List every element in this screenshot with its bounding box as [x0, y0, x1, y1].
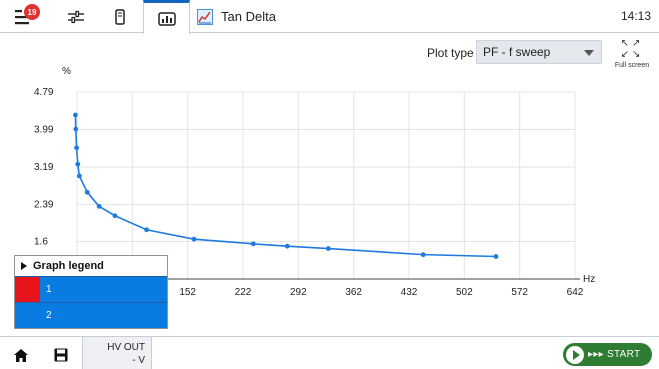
- legend-item[interactable]: 2: [15, 302, 167, 328]
- legend-swatch: [15, 277, 40, 302]
- clock: 14:13: [620, 9, 651, 23]
- bar-chart-icon: [157, 11, 176, 26]
- save-button[interactable]: [48, 343, 74, 367]
- x-tick-label: 642: [567, 287, 584, 298]
- top-bar: 19: [0, 0, 659, 34]
- legend-header[interactable]: Graph legend: [15, 256, 167, 276]
- data-point: [284, 243, 290, 249]
- start-button[interactable]: ▸▸▸ START: [563, 343, 652, 366]
- x-tick-label: 432: [401, 287, 418, 298]
- legend-title: Graph legend: [33, 260, 104, 272]
- x-tick-label: 222: [235, 287, 252, 298]
- y-tick-label: 3.99: [34, 124, 54, 135]
- tab-tan-delta[interactable]: Tan Delta: [191, 0, 471, 33]
- data-point: [325, 246, 331, 251]
- home-button[interactable]: [8, 343, 34, 367]
- y-tick-label: 1.6: [34, 237, 48, 248]
- hv-out-value: - V: [132, 355, 145, 366]
- legend-item[interactable]: 1: [15, 276, 167, 302]
- data-point: [76, 173, 82, 179]
- tab-device[interactable]: [100, 0, 140, 33]
- sliders-icon: [68, 10, 84, 23]
- bottom-bar: HV OUT - V ▸▸▸ START: [0, 336, 659, 369]
- x-tick-label: 152: [179, 287, 196, 298]
- plot-type-value: PF - f sweep: [483, 45, 551, 59]
- x-tick-label: 502: [456, 287, 473, 298]
- y-tick-label: 3.19: [34, 162, 54, 173]
- series-line: [74, 114, 496, 258]
- data-point: [112, 213, 118, 219]
- y-tick-label: 4.79: [34, 87, 54, 98]
- plot-type-select[interactable]: PF - f sweep: [476, 40, 602, 64]
- home-icon: [14, 348, 28, 362]
- play-icon: [566, 345, 584, 364]
- chevron-down-icon: [584, 50, 594, 56]
- data-point: [191, 236, 197, 242]
- expand-triangle-icon: [21, 262, 27, 270]
- test-title: Tan Delta: [221, 9, 276, 24]
- data-point: [493, 254, 499, 259]
- y-axis-label: %: [62, 66, 71, 77]
- legend-item-label: 2: [46, 310, 52, 321]
- expand-icon: ↖↗ ↙↘: [620, 38, 644, 60]
- data-point: [250, 241, 256, 247]
- data-point: [96, 203, 102, 209]
- legend-swatch: [15, 303, 40, 328]
- fullscreen-label: Full screen: [614, 62, 650, 69]
- data-point: [73, 126, 79, 132]
- start-label: ▸▸▸ START: [588, 349, 641, 360]
- fullscreen-button[interactable]: ↖↗ ↙↘ Full screen: [610, 38, 654, 80]
- data-point: [420, 252, 426, 258]
- tab-chart[interactable]: [143, 0, 190, 34]
- hv-out-display: HV OUT - V: [82, 337, 152, 369]
- device-icon: [115, 8, 125, 25]
- x-axis-label: Hz: [583, 274, 595, 285]
- menu-button[interactable]: 19: [0, 0, 52, 33]
- data-point: [84, 189, 90, 195]
- hv-out-label: HV OUT: [107, 342, 145, 353]
- tan-delta-icon: [197, 8, 213, 25]
- menu-icon: [15, 9, 29, 24]
- x-tick-label: 362: [345, 287, 362, 298]
- data-point: [144, 227, 149, 233]
- tab-settings[interactable]: [56, 0, 96, 33]
- data-point: [74, 145, 80, 151]
- x-tick-label: 292: [290, 287, 307, 298]
- data-point: [75, 161, 81, 167]
- graph-legend[interactable]: Graph legend 1 2: [14, 255, 168, 329]
- save-icon: [54, 348, 68, 362]
- notification-badge: 19: [24, 4, 40, 20]
- legend-item-label: 1: [46, 284, 52, 295]
- data-point: [73, 112, 78, 118]
- x-tick-label: 572: [511, 287, 528, 298]
- plot-type-label: Plot type: [427, 46, 474, 60]
- y-tick-label: 2.39: [34, 199, 54, 210]
